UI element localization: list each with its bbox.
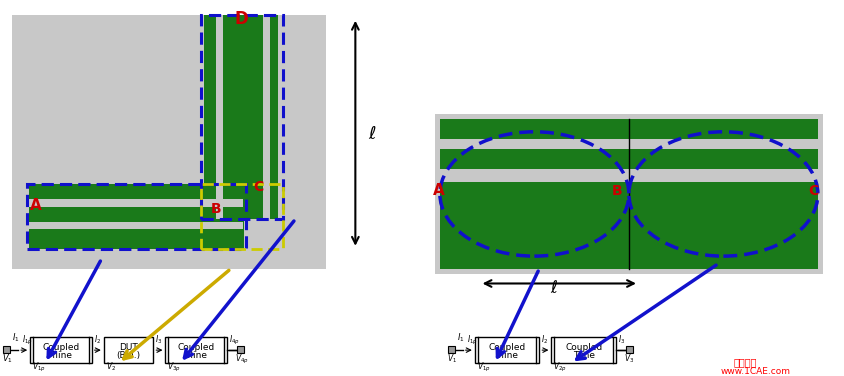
Text: $I_{1p}$: $I_{1p}$ [467, 334, 478, 347]
Text: $V_{1p}$: $V_{1p}$ [477, 361, 490, 373]
Bar [551, 337, 616, 363]
Bar [262, 15, 270, 219]
Bar [435, 114, 823, 273]
Text: $I_{2}$: $I_{2}$ [541, 333, 549, 346]
Bar [29, 222, 243, 229]
Text: Coupled: Coupled [177, 343, 215, 352]
Text: $V_{2p}$: $V_{2p}$ [554, 361, 567, 373]
Text: $V_1$: $V_1$ [446, 352, 457, 365]
Bar [237, 346, 244, 353]
Text: B: B [211, 202, 221, 216]
Text: D: D [234, 10, 248, 28]
Bar [201, 184, 283, 249]
Text: $I_1$: $I_1$ [12, 331, 19, 344]
Bar [435, 139, 818, 149]
Text: (Bal.): (Bal.) [116, 350, 141, 359]
Text: $I_{4p}$: $I_{4p}$ [229, 334, 240, 347]
Text: $V_{3p}$: $V_{3p}$ [167, 361, 181, 373]
Text: C: C [254, 180, 264, 194]
Bar [29, 184, 244, 249]
Bar [12, 15, 326, 268]
Text: 仿真在线: 仿真在线 [733, 357, 757, 367]
Bar [440, 119, 818, 268]
Text: $V_{1p}$: $V_{1p}$ [32, 361, 46, 373]
Bar [201, 15, 283, 219]
Text: Coupled: Coupled [489, 343, 526, 352]
Bar [435, 169, 818, 182]
Text: $I_2$: $I_2$ [94, 333, 101, 346]
Text: $I_3$: $I_3$ [155, 333, 163, 346]
Text: $I_3$: $I_3$ [618, 333, 625, 346]
Text: Tline: Tline [496, 350, 518, 359]
Text: A: A [433, 183, 445, 199]
Bar [165, 337, 227, 363]
Bar [201, 15, 281, 219]
Bar [27, 184, 246, 249]
Text: Coupled: Coupled [42, 343, 79, 352]
Bar [30, 337, 92, 363]
Bar [448, 346, 455, 353]
Text: $\ell$: $\ell$ [368, 125, 377, 143]
Text: C: C [809, 184, 819, 198]
Bar [204, 15, 278, 219]
Text: Coupled: Coupled [565, 343, 603, 352]
Text: $V_{4p}$: $V_{4p}$ [235, 352, 249, 365]
Bar [3, 346, 10, 353]
Text: Tline: Tline [185, 350, 208, 359]
Bar [474, 337, 539, 363]
Text: $I_{1p}$: $I_{1p}$ [22, 334, 33, 347]
Text: $V_2$: $V_2$ [106, 360, 116, 373]
Bar [104, 337, 154, 363]
Text: $V_1$: $V_1$ [3, 352, 14, 365]
Text: $\ell$: $\ell$ [550, 279, 559, 297]
Text: A: A [30, 199, 42, 214]
Text: $I_1$: $I_1$ [457, 331, 464, 344]
Text: www.1CAE.com: www.1CAE.com [721, 367, 790, 376]
Text: DUT: DUT [119, 343, 138, 352]
Text: B: B [612, 184, 622, 198]
Bar [216, 15, 223, 219]
Bar [29, 199, 243, 207]
Bar [626, 346, 633, 353]
Text: Tline: Tline [50, 350, 72, 359]
Text: Tline: Tline [572, 350, 595, 359]
Bar [27, 184, 246, 249]
Text: $V_3$: $V_3$ [624, 352, 634, 365]
